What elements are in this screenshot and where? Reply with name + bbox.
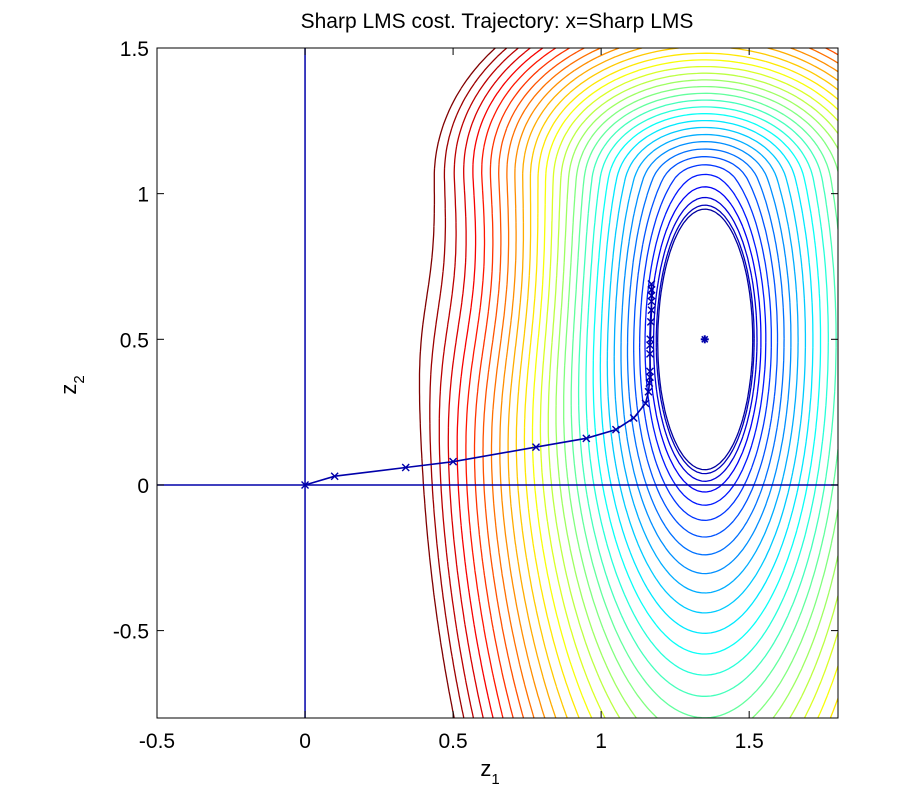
contour-level [447, 48, 531, 718]
trajectory-marker [647, 306, 656, 315]
contour-level [515, 48, 838, 718]
contour-level [531, 59, 838, 718]
contour-level [539, 65, 838, 718]
trajectory-marker [611, 425, 620, 434]
trajectory-marker [647, 297, 656, 306]
contour-level [482, 48, 838, 718]
y-axis-ticks: -0.5 0 0.5 1 1.5 [113, 38, 838, 644]
trajectory-marker [301, 480, 310, 489]
trajectory-marker [449, 457, 458, 466]
contour-level [657, 208, 754, 471]
minimum-marker [700, 335, 709, 344]
contour-level [585, 106, 829, 676]
contour-level [563, 85, 838, 718]
plot-frame [156, 47, 839, 719]
trajectory-marker [647, 291, 656, 300]
trajectory-marker [644, 387, 653, 396]
contour-level [523, 52, 838, 718]
trajectory-marker [645, 349, 654, 358]
trajectory-marker [645, 367, 654, 376]
y-tick-label: 1.5 [120, 38, 149, 61]
y-axis-label-sub: 2 [71, 375, 88, 383]
y-tick-label: 1 [137, 184, 149, 207]
contour-level [626, 148, 785, 556]
x-axis-label: z1 [480, 756, 499, 788]
trajectory-marker [646, 335, 655, 344]
contour-level [456, 48, 544, 718]
contour-level [638, 164, 772, 522]
trajectory-marker [531, 443, 540, 452]
x-axis-label-base: z [480, 756, 491, 781]
x-axis-label-sub: 1 [491, 771, 499, 788]
trajectory-marker [647, 285, 656, 294]
contour-level [507, 48, 838, 718]
contour-level [577, 99, 837, 697]
trajectory-marker [647, 279, 656, 288]
contour-level [499, 48, 838, 718]
y-tick-label: -0.5 [113, 621, 149, 644]
contour-level [606, 126, 807, 614]
contour-lines [418, 48, 838, 718]
contour-level [438, 48, 519, 718]
contour-level [592, 113, 822, 655]
contour-level [633, 156, 779, 538]
trajectory-line [304, 284, 653, 486]
chart-title: Sharp LMS cost. Trajectory: x=Sharp LMS [301, 10, 694, 33]
y-axis-label: z2 [56, 375, 88, 394]
trajectory [301, 279, 709, 489]
contour-level [418, 48, 496, 718]
trajectory-marker [645, 373, 654, 382]
contour-level [599, 119, 814, 634]
trajectory-marker [629, 413, 638, 422]
contour-level [652, 196, 758, 482]
x-tick-label: 0 [299, 730, 311, 753]
trajectory-marker [582, 434, 591, 443]
contour-level [655, 204, 755, 475]
trajectory-marker [401, 463, 410, 472]
contour-level [429, 48, 508, 718]
y-tick-label: 0 [137, 475, 149, 498]
y-tick-label: 0.5 [120, 329, 149, 352]
trajectory-marker [646, 317, 655, 326]
trajectory-marker [330, 472, 339, 481]
contour-level [613, 133, 799, 594]
contour-level [473, 48, 570, 718]
x-axis-ticks: -0.5 0 0.5 1 1.5 [139, 48, 764, 753]
x-tick-label: -0.5 [139, 730, 175, 753]
contour-level [490, 48, 838, 718]
contour-level [547, 72, 838, 718]
contour-level [555, 79, 838, 718]
x-tick-label: 0.5 [438, 730, 467, 753]
contour-level [620, 140, 792, 575]
reference-axes [157, 48, 838, 718]
contour-level [465, 48, 557, 718]
y-axis-label-base: z [56, 384, 81, 395]
trajectory-marker [641, 399, 650, 408]
x-tick-label: 1.5 [735, 730, 764, 753]
x-tick-label: 1 [595, 730, 607, 753]
